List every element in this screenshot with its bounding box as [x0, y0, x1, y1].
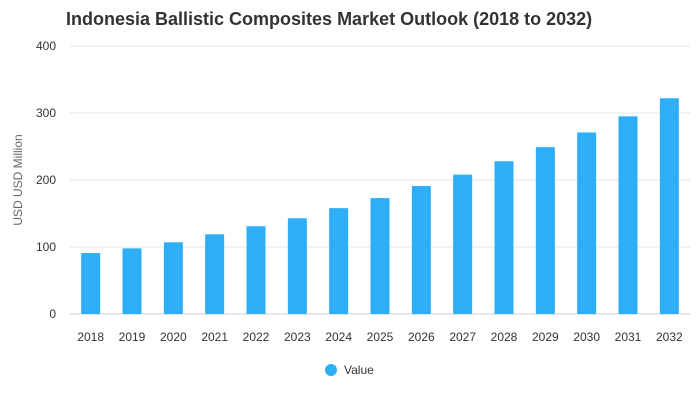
y-tick-label: 0	[49, 307, 56, 321]
bars	[81, 98, 679, 314]
bar-2031[interactable]	[618, 116, 638, 314]
x-tick-label: 2018	[77, 330, 104, 344]
x-tick-label: 2025	[367, 330, 394, 344]
x-axis-ticks: 2018 2019 2020 2021 2022 2023 2024 2025 2026 2027…	[77, 330, 683, 344]
x-tick-label: 2019	[119, 330, 146, 344]
bar-2023[interactable]	[287, 218, 307, 314]
legend-swatch-icon[interactable]	[325, 364, 337, 376]
x-tick-label: 2022	[243, 330, 270, 344]
chart-title: Indonesia Ballistic Composites Market Ou…	[66, 9, 592, 29]
legend-label[interactable]: Value	[344, 363, 374, 377]
x-tick-label: 2031	[615, 330, 642, 344]
bar-2030[interactable]	[577, 132, 597, 314]
x-tick-label: 2027	[449, 330, 476, 344]
bar-2020[interactable]	[163, 242, 183, 314]
x-tick-label: 2023	[284, 330, 311, 344]
bar-2018[interactable]	[81, 253, 101, 314]
y-tick-label: 100	[36, 240, 56, 254]
bar-2022[interactable]	[246, 226, 266, 314]
bar-2025[interactable]	[370, 198, 390, 314]
x-tick-label: 2028	[491, 330, 518, 344]
x-tick-label: 2026	[408, 330, 435, 344]
y-tick-label: 300	[36, 106, 56, 120]
bar-2026[interactable]	[411, 186, 431, 314]
y-tick-label: 200	[36, 173, 56, 187]
x-tick-label: 2029	[532, 330, 559, 344]
y-axis-ticks: 0 100 200 300 400	[36, 39, 56, 321]
x-tick-label: 2032	[656, 330, 683, 344]
bar-2021[interactable]	[205, 234, 225, 314]
bar-2027[interactable]	[453, 174, 473, 314]
bar-2028[interactable]	[494, 161, 514, 314]
y-tick-label: 400	[36, 39, 56, 53]
bar-2029[interactable]	[535, 147, 555, 314]
bar-2032[interactable]	[659, 98, 679, 314]
x-tick-label: 2021	[201, 330, 228, 344]
x-tick-label: 2020	[160, 330, 187, 344]
y-axis-label: USD USD Million	[11, 134, 25, 225]
bar-2019[interactable]	[122, 248, 142, 314]
legend[interactable]: Value	[325, 363, 374, 377]
x-tick-label: 2024	[325, 330, 352, 344]
bar-2024[interactable]	[329, 208, 349, 314]
x-tick-label: 2030	[573, 330, 600, 344]
